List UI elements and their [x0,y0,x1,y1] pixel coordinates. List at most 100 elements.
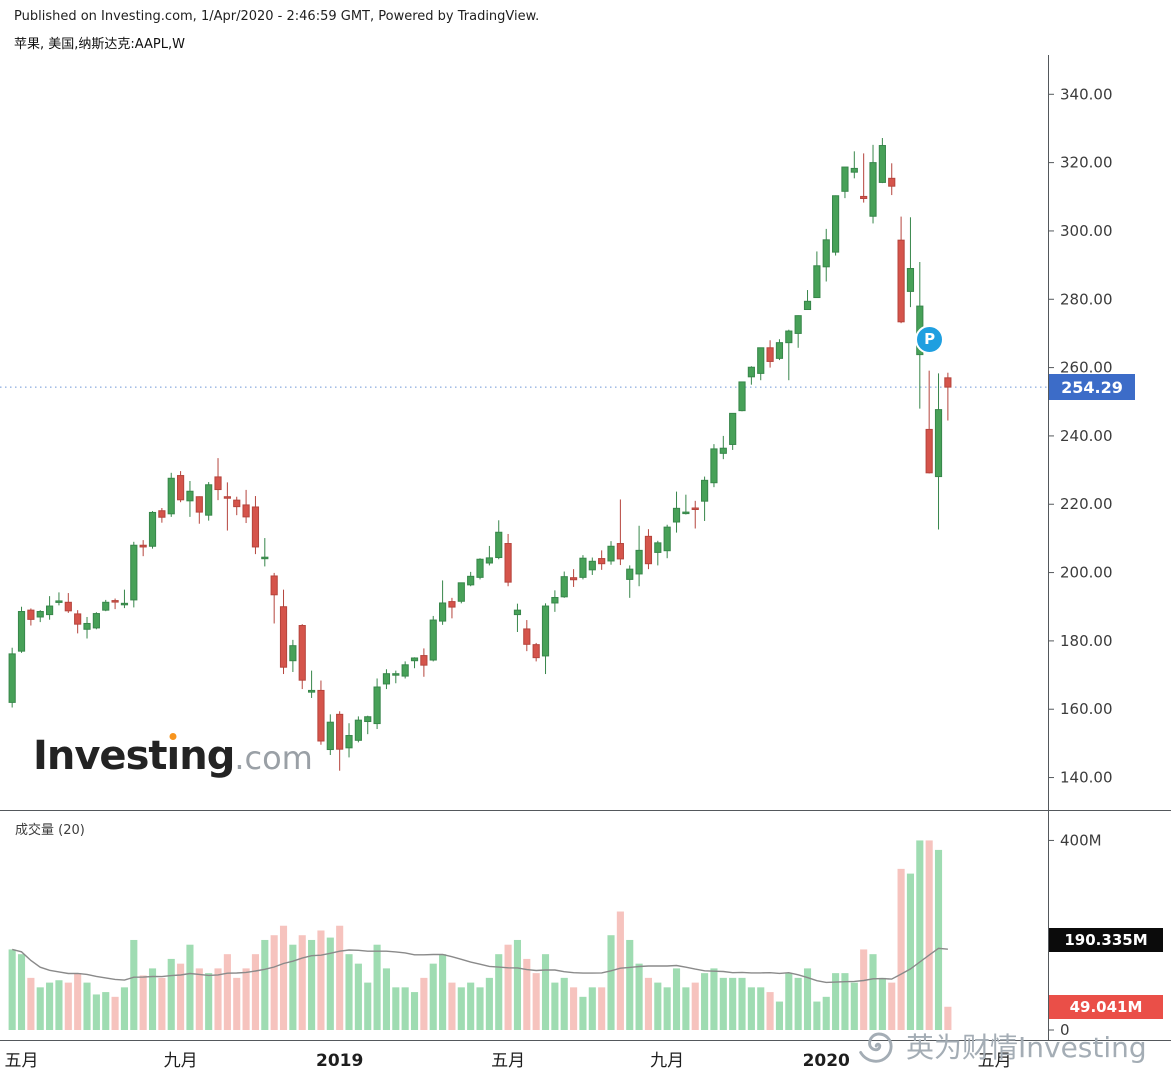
candle-body [130,544,138,601]
candle-body [822,239,830,268]
candle-body [832,195,840,253]
x-axis-label[interactable]: 2019 [316,1051,363,1071]
volume-bar [8,949,16,1030]
logo-suffix: .com [234,739,313,777]
candle-body [401,664,409,677]
candle-body [551,597,559,604]
volume-bar [298,935,306,1030]
candle-body [663,526,671,552]
volume-bar [195,968,203,1030]
candle-body [298,625,306,681]
candle-body [644,535,653,565]
volume-bar [570,987,578,1030]
volume-bar [794,977,802,1030]
candle-body [279,606,288,668]
volume-bar [775,1001,784,1030]
candle-body [626,568,634,580]
candle-body [214,476,222,491]
candle-body [17,611,26,652]
candle-body [345,735,353,749]
candle-body [532,644,540,659]
candle-body [382,673,391,685]
volume-bar [17,954,26,1030]
volume-bar [607,935,615,1030]
volume-bar [869,954,877,1030]
investing-logo-watermark: Investı ng.com [33,733,313,779]
volume-bar [626,939,634,1030]
candle-body [36,611,44,618]
volume-bar [92,994,100,1030]
candle-body [261,556,269,560]
volume-bar [888,982,896,1030]
volume-bar [822,996,830,1030]
volume-bar [223,954,231,1030]
candle-body [785,330,793,344]
x-axis-label[interactable]: 九月 [164,1051,198,1071]
candle-body [523,628,531,645]
candle-body [775,342,784,359]
volume-bar [588,987,596,1030]
volume-bar [757,987,765,1030]
volume-bar [766,992,774,1030]
volume-bar [139,975,147,1030]
candle-body [495,531,503,559]
volume-bar [467,982,475,1030]
candle-body [177,475,185,501]
candle-body [682,511,690,515]
volume-bar [682,987,690,1030]
price-tick-label: 180.00 [1060,632,1113,650]
candle-body [392,673,400,676]
volume-bar [102,992,110,1030]
x-axis-label[interactable]: 九月 [650,1051,684,1071]
candle-body [691,507,699,510]
candle-body [92,613,100,629]
volume-bar [803,968,812,1030]
candle-body [813,265,821,299]
candle-body [757,347,765,374]
candle-body [373,686,381,725]
x-axis-label[interactable]: 2020 [803,1051,850,1071]
volume-bar [813,1001,821,1030]
volume-bar [448,982,456,1030]
candle-body [448,601,456,608]
volume-bar [551,982,559,1030]
volume-bar [672,968,681,1030]
last-price-tag: 254.29 [1049,374,1135,401]
symbol-line: 苹果, 美国,纳斯达克:AAPL,W [14,37,185,52]
price-tick-label: 220.00 [1060,495,1113,513]
price-tick-label: 140.00 [1060,769,1113,787]
candle-body [120,602,129,606]
volume-bar [64,982,72,1030]
volume-bar [270,935,278,1030]
volume-bar [289,944,297,1030]
x-axis-label[interactable]: 五月 [5,1051,39,1071]
volume-bar [710,968,718,1030]
volume-bar [354,963,362,1030]
candle-body [570,577,578,581]
volume-bar [841,973,849,1030]
x-axis-label[interactable]: 五月 [491,1051,525,1071]
x-axis-label[interactable]: 五月 [978,1051,1012,1071]
published-marker[interactable]: P [915,324,945,354]
volume-bar [74,973,82,1030]
candle-body [560,576,568,598]
candle-body [654,542,662,553]
candle-body [738,381,746,412]
volume-bar [635,963,643,1030]
volume-bar [429,963,437,1030]
volume-bar [261,939,269,1030]
volume-bar [308,939,316,1030]
candle-body [906,268,915,292]
price-tick-label: 300.00 [1060,222,1113,240]
watermark-text: 英为财情Investing [906,1031,1147,1064]
candle-body [223,496,231,499]
volume-bar [944,1006,952,1030]
volume-bar [785,973,793,1030]
volume-ma-tag: 190.335M [1049,927,1163,952]
volume-bar [504,944,512,1030]
volume-bar [158,977,166,1030]
candle-body [541,605,550,657]
volume-indicator-label[interactable]: 成交量 (20) [15,823,85,838]
volume-bar [251,954,260,1030]
